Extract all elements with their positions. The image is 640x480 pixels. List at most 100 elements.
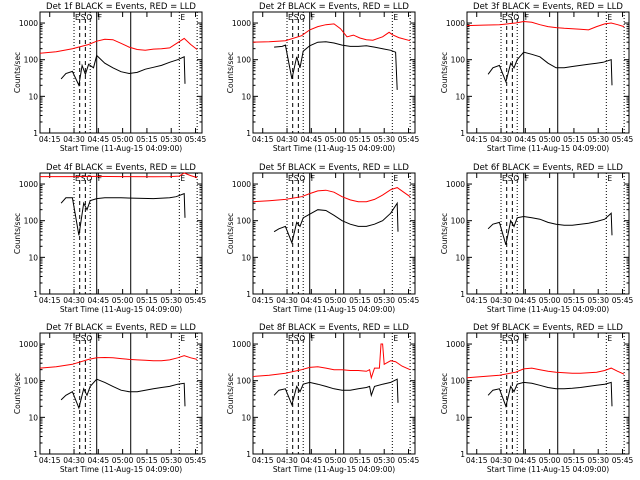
marker-label: S [81,174,86,183]
marker-label: S [508,13,513,22]
x-axis-label: Start Time (11-Aug-15 04:09:00) [273,465,395,474]
marker-label: E [502,13,507,22]
series-events-line [487,381,613,409]
x-tick-label: 04:45 [515,456,537,465]
y-tick-label: 100 [451,217,466,226]
x-tick-label: 05:15 [136,135,158,144]
series-lld-line [39,355,198,369]
x-axis-label: Start Time (11-Aug-15 04:09:00) [487,465,609,474]
x-tick-label: 05:15 [563,135,585,144]
series-lld-line [466,20,625,31]
x-tick-label: 05:30 [373,135,395,144]
y-tick-label: 1000 [19,180,38,189]
series-events-line [487,212,613,245]
marker-label: Q [513,174,519,183]
series-events-line [60,54,186,87]
y-axis-label: Counts/sec [440,213,449,254]
x-tick-label: 04:15 [39,456,61,465]
x-tick-label: 05:15 [563,296,585,305]
plot-frame [252,332,416,455]
y-tick-label: 10 [455,92,465,101]
marker-label: Q [86,174,92,183]
y-tick-label: 1 [460,450,465,459]
x-axis-label: Start Time (11-Aug-15 04:09:00) [273,305,395,314]
y-tick-label: 1 [33,450,38,459]
x-tick-label: 04:15 [466,135,488,144]
y-tick-label: 1 [246,129,251,138]
x-tick-label: 05:45 [185,296,207,305]
x-tick-label: 04:45 [301,296,323,305]
series-lld-line [40,172,198,179]
x-tick-label: 05:15 [563,456,585,465]
x-tick-label: 04:15 [466,296,488,305]
marker-label: S [294,334,299,343]
y-axis-label: Counts/sec [440,373,449,414]
x-tick-label: 05:30 [160,135,182,144]
x-tick-label: 04:45 [515,135,537,144]
marker-label: E [607,174,612,183]
y-axis-label: Counts/sec [13,213,22,254]
x-tick-label: 05:45 [398,456,420,465]
y-tick-label: 100 [24,56,39,65]
marker-label: E [607,13,612,22]
y-tick-label: 100 [237,56,252,65]
x-axis-label: Start Time (11-Aug-15 04:09:00) [273,144,395,153]
x-tick-label: 05:00 [325,296,347,305]
x-tick-label: 04:15 [39,296,61,305]
series-events-line [487,51,613,86]
marker-label: Q [299,13,305,22]
y-tick-label: 1000 [446,340,465,349]
x-tick-label: 04:30 [490,296,512,305]
y-tick-label: 100 [237,377,252,386]
y-tick-label: 100 [451,56,466,65]
x-tick-label: 04:30 [276,135,298,144]
x-tick-label: 05:00 [539,296,561,305]
marker-label: E [502,174,507,183]
x-tick-label: 05:45 [398,296,420,305]
plot-frame [466,11,630,134]
x-tick-label: 04:15 [252,456,274,465]
x-tick-label: 05:45 [612,296,634,305]
x-tick-label: 04:15 [39,135,61,144]
x-tick-label: 05:45 [612,456,634,465]
x-tick-label: 05:00 [112,456,134,465]
y-tick-label: 1 [246,290,251,299]
x-tick-label: 05:15 [136,456,158,465]
x-axis-label: Start Time (11-Aug-15 04:09:00) [60,305,182,314]
marker-label: E [75,13,80,22]
x-tick-label: 04:45 [301,135,323,144]
marker-label: F [98,13,102,22]
marker-label: F [98,174,102,183]
series-lld-line [252,23,411,43]
marker-label: Q [86,13,92,22]
x-tick-label: 04:45 [88,456,110,465]
plot-frame [39,172,203,295]
marker-label: S [508,334,513,343]
marker-label: E [75,334,80,343]
x-tick-label: 05:15 [136,296,158,305]
marker-label: E [288,334,293,343]
x-tick-label: 05:00 [539,456,561,465]
y-tick-label: 1000 [19,19,38,28]
marker-label: E [393,334,398,343]
series-events-line [60,378,186,410]
x-axis-label: Start Time (11-Aug-15 04:09:00) [60,465,182,474]
y-axis-label: Counts/sec [13,52,22,93]
x-tick-label: 05:15 [349,296,371,305]
marker-label: Q [513,13,519,22]
y-tick-label: 1 [460,290,465,299]
x-tick-label: 04:15 [252,296,274,305]
panel-title: Det 6f BLACK = Events, RED = LLD [473,163,623,173]
series-events-line [60,192,186,236]
marker-label: E [180,334,185,343]
y-tick-label: 10 [241,413,251,422]
x-tick-label: 05:15 [349,456,371,465]
x-tick-label: 05:30 [587,135,609,144]
marker-label: E [288,174,293,183]
x-tick-label: 05:30 [587,456,609,465]
